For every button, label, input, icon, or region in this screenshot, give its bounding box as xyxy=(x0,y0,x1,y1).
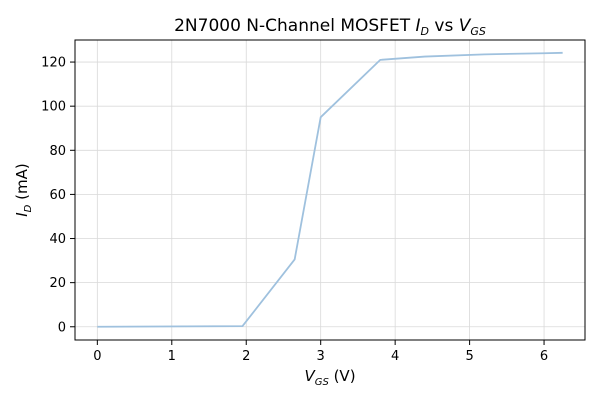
title-y-var: I xyxy=(416,16,421,36)
y-tick-label: 40 xyxy=(49,232,66,247)
y-tick-label: 80 xyxy=(49,144,66,159)
x-tick-label: 5 xyxy=(465,349,473,364)
plot-frame xyxy=(74,39,586,341)
y-tick-label: 60 xyxy=(49,188,66,203)
id-vgs-series-line xyxy=(97,51,563,328)
title-middle: vs xyxy=(429,16,459,36)
x-tick-label: 1 xyxy=(168,349,176,364)
y-tick-label: 20 xyxy=(49,276,66,291)
x-tick-label: 3 xyxy=(317,349,325,364)
y-axis-title: ID (mA) xyxy=(13,163,34,217)
series-layer xyxy=(97,51,563,328)
x-axis-var: V xyxy=(304,367,316,385)
x-axis-title: VGS (V) xyxy=(304,367,355,388)
y-tick-label: 100 xyxy=(41,100,66,115)
x-tick-label: 2 xyxy=(242,349,250,364)
y-axis-sub: D xyxy=(23,204,34,212)
title-y-sub: D xyxy=(421,25,429,38)
title-x-var: V xyxy=(459,16,472,36)
y-axis-unit: (mA) xyxy=(13,163,31,204)
y-tick-label: 120 xyxy=(41,56,66,71)
title-x-sub: GS xyxy=(470,25,486,38)
x-axis-sub: GS xyxy=(315,377,330,388)
y-axis-var: I xyxy=(13,212,31,217)
chart-title: 2N7000 N-Channel MOSFET ID vs VGS xyxy=(174,16,486,38)
grid-layer xyxy=(75,40,585,340)
x-tick-label: 0 xyxy=(93,349,101,364)
x-tick-label: 6 xyxy=(540,349,548,364)
x-axis-unit: (V) xyxy=(329,367,356,385)
y-tick-label: 0 xyxy=(58,320,66,335)
title-prefix: 2N7000 N-Channel MOSFET xyxy=(174,16,415,36)
x-tick-label: 4 xyxy=(391,349,399,364)
